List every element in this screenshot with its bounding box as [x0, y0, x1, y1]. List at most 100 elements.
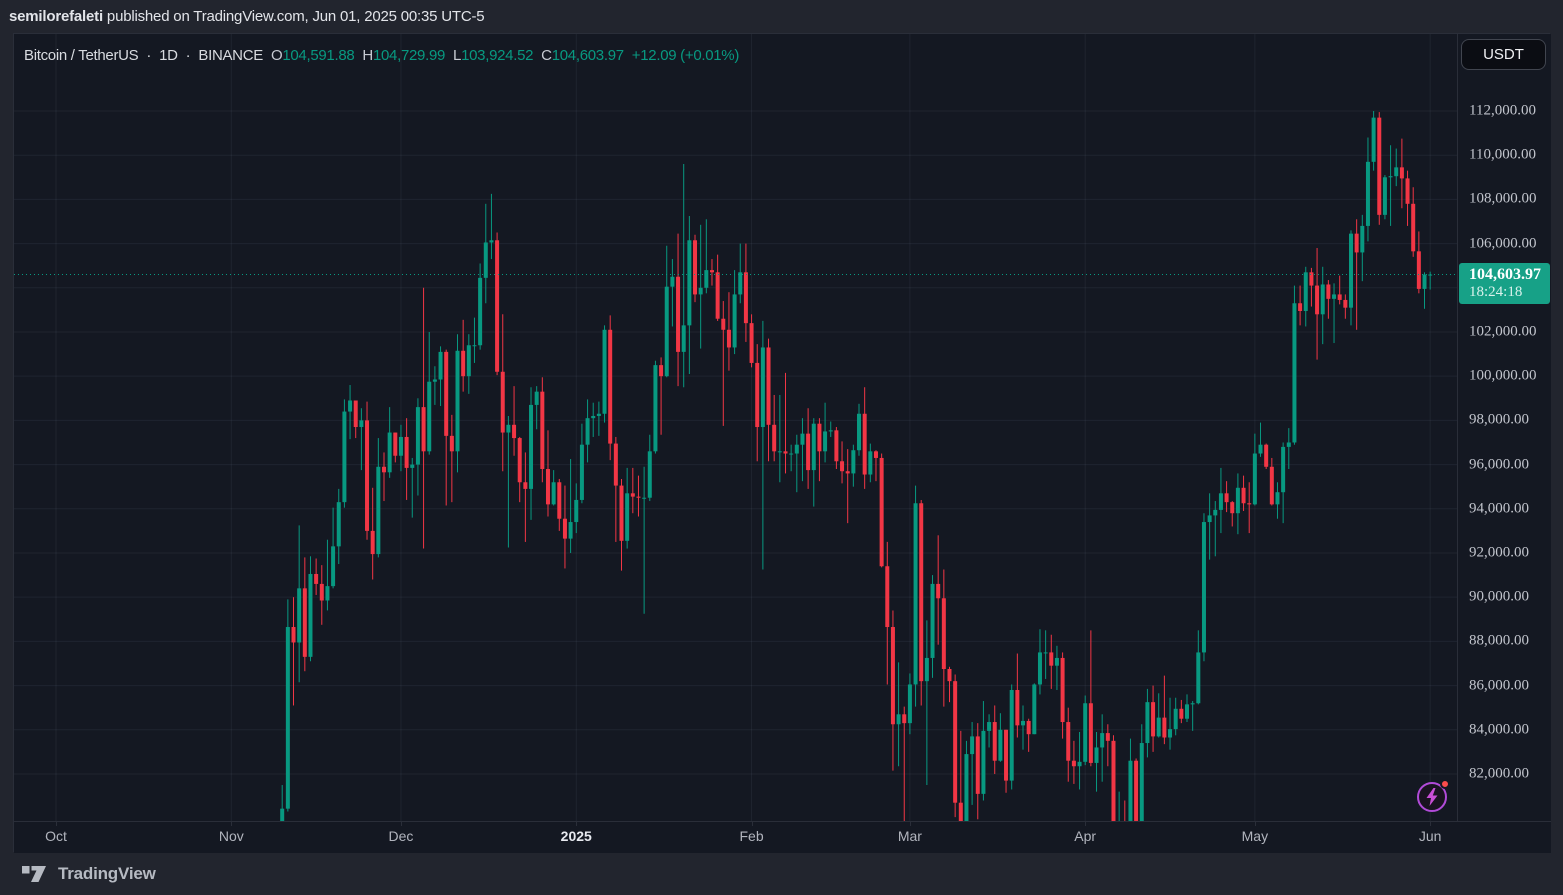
candle — [280, 808, 285, 821]
candle — [466, 345, 471, 377]
candle — [1405, 178, 1410, 204]
last-price-badge: 104,603.97 18:24:18 — [1459, 263, 1550, 305]
candle — [1179, 708, 1184, 719]
candle — [1281, 446, 1286, 493]
tradingview-wordmark[interactable]: TradingView — [58, 863, 156, 883]
candle — [873, 451, 878, 458]
candle — [438, 351, 443, 380]
candle — [1252, 453, 1257, 505]
candle — [1303, 272, 1308, 311]
candle — [794, 444, 799, 454]
candle — [902, 714, 907, 724]
time-tickmark — [751, 822, 753, 826]
candle — [1388, 176, 1393, 178]
candle — [376, 466, 381, 555]
candle — [811, 423, 816, 471]
candle — [579, 444, 584, 500]
time-tick-label: Apr — [1074, 828, 1097, 844]
candle — [534, 391, 539, 405]
candle — [709, 270, 714, 273]
candle — [930, 583, 935, 658]
time-tick-label: Dec — [388, 828, 414, 844]
candle — [1382, 177, 1387, 215]
candle — [1077, 761, 1082, 767]
candle — [1269, 466, 1274, 505]
lightning-button[interactable] — [1417, 779, 1450, 814]
candle — [1162, 717, 1167, 738]
candle — [1332, 294, 1337, 299]
candle — [1071, 760, 1076, 767]
ohlc-open: O104,591.88 — [270, 46, 355, 64]
candle — [676, 276, 681, 352]
candle — [1235, 487, 1240, 514]
candle — [964, 754, 969, 821]
symbol-legend[interactable]: Bitcoin / TetherUS · 1D · BINANCE O104,5… — [24, 45, 739, 65]
candle — [387, 432, 392, 473]
currency-button[interactable]: USDT — [1461, 39, 1546, 70]
candle — [1207, 515, 1212, 523]
price-scale[interactable]: USDT 112,000.00 110,000.00 108,000.00 106,0… — [1457, 34, 1551, 821]
candle — [1021, 720, 1026, 726]
candle — [698, 287, 703, 295]
notification-dot — [1440, 779, 1450, 789]
candle — [953, 681, 958, 803]
candle — [1320, 284, 1325, 315]
candle — [738, 272, 743, 295]
candle — [857, 413, 862, 451]
candle — [630, 493, 635, 497]
price-tick-label: 106,000.00 — [1469, 235, 1537, 252]
candle — [1066, 722, 1071, 761]
price-tick-label: 112,000.00 — [1469, 102, 1536, 119]
candle — [353, 400, 358, 428]
time-tickmark — [400, 822, 402, 826]
candle — [659, 365, 664, 377]
candle — [613, 443, 618, 486]
candle — [432, 379, 437, 382]
candle — [444, 351, 449, 436]
candle — [1416, 251, 1421, 289]
candle — [1292, 303, 1297, 443]
candle — [1004, 729, 1009, 781]
price-tick-label: 88,000.00 — [1469, 632, 1529, 649]
price-tick-label: 108,000.00 — [1469, 190, 1537, 207]
candle — [1264, 444, 1269, 467]
candle — [517, 438, 522, 483]
chart-plot[interactable] — [14, 34, 1457, 821]
candle — [1218, 493, 1223, 510]
candle — [314, 573, 319, 584]
candle — [1411, 203, 1416, 252]
candle — [1365, 161, 1370, 226]
ohlc-low: L103,924.52 — [453, 46, 534, 64]
candle — [596, 413, 601, 416]
candle — [1015, 689, 1020, 726]
time-scale[interactable]: Oct Nov Dec 2025 Feb Mar Apr May Jun — [14, 821, 1551, 853]
candle — [1026, 720, 1031, 735]
candle — [574, 499, 579, 523]
candle — [1196, 652, 1201, 704]
candle — [1156, 717, 1161, 737]
time-tick-label: 2025 — [560, 828, 592, 844]
chart-container: Bitcoin / TetherUS · 1D · BINANCE O104,5… — [13, 33, 1551, 853]
candle — [285, 627, 290, 809]
candle — [625, 493, 630, 541]
candle — [834, 430, 839, 462]
candle — [523, 482, 528, 489]
candle — [449, 435, 454, 452]
candle — [291, 627, 296, 643]
candle — [1054, 657, 1059, 666]
candle — [1213, 509, 1218, 516]
candle — [828, 430, 833, 432]
candle — [529, 404, 534, 489]
candle — [777, 451, 782, 453]
tradingview-logo-icon[interactable] — [22, 865, 49, 882]
candle — [947, 669, 952, 682]
time-tickmark — [56, 822, 57, 826]
publish-info: published on TradingView.com, Jun 01, 20… — [106, 8, 485, 25]
candle — [755, 362, 760, 428]
candle — [545, 469, 550, 505]
candle — [1111, 740, 1116, 821]
candle — [472, 345, 477, 347]
candle — [1105, 733, 1110, 741]
publish-bar: semilorefaleti published on TradingView.… — [0, 0, 1563, 33]
candle — [1298, 303, 1303, 311]
